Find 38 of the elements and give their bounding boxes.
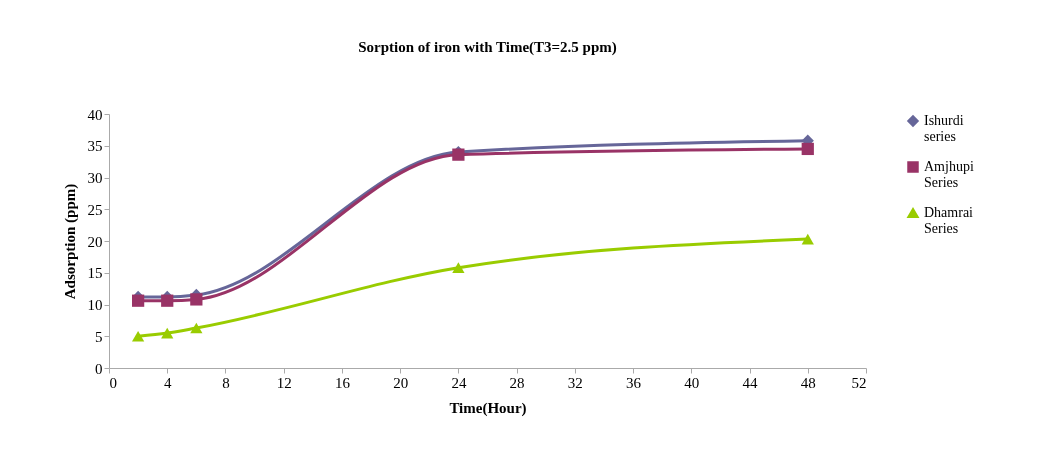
x-tick-label: 44 [742,374,759,391]
y-tick-label: 0 [95,360,103,377]
y-tick-label: 15 [87,265,103,282]
legend-label: Dhamrai Series [924,205,974,236]
x-axis-title: Time(Hour) [449,399,527,417]
y-tick-label: 5 [95,328,103,345]
x-tick-label: 16 [334,374,351,391]
legend-label: Ishurdi series [924,113,964,144]
point [131,294,145,307]
point [161,294,174,307]
y-tick-label: 10 [87,297,103,313]
point [801,142,814,156]
x-tick-label: 12 [276,374,292,391]
x-tick-label: 20 [393,374,409,391]
x-tick-label: 40 [684,374,700,391]
chart-title: Sorption of iron with Time(T3=2.5 ppm) [358,39,617,56]
point [190,293,203,306]
x-tick-label: 28 [509,374,525,391]
point [801,233,814,245]
y-tick-label: 25 [87,201,103,218]
x-tick-label: 24 [451,374,467,391]
point [190,322,203,334]
y-axis-title: Adsorption (ppm) [61,183,79,300]
x-tick-label: 0 [109,374,117,391]
y-tick-label: 20 [87,233,103,250]
point [131,330,145,342]
point [452,262,465,273]
x-tick-label: 52 [851,374,867,391]
y-tick-label: 40 [87,106,103,123]
x-tick-label: 36 [626,374,642,391]
y-tick-label: 30 [87,170,103,186]
point [161,327,174,339]
legend-label: Amjhupi Series [924,159,974,190]
x-tick-label: 8 [222,374,230,391]
y-tick-label: 35 [87,138,103,155]
x-tick-label: 48 [800,374,816,391]
x-tick-label: 32 [567,374,583,391]
x-tick-label: 4 [163,374,172,391]
